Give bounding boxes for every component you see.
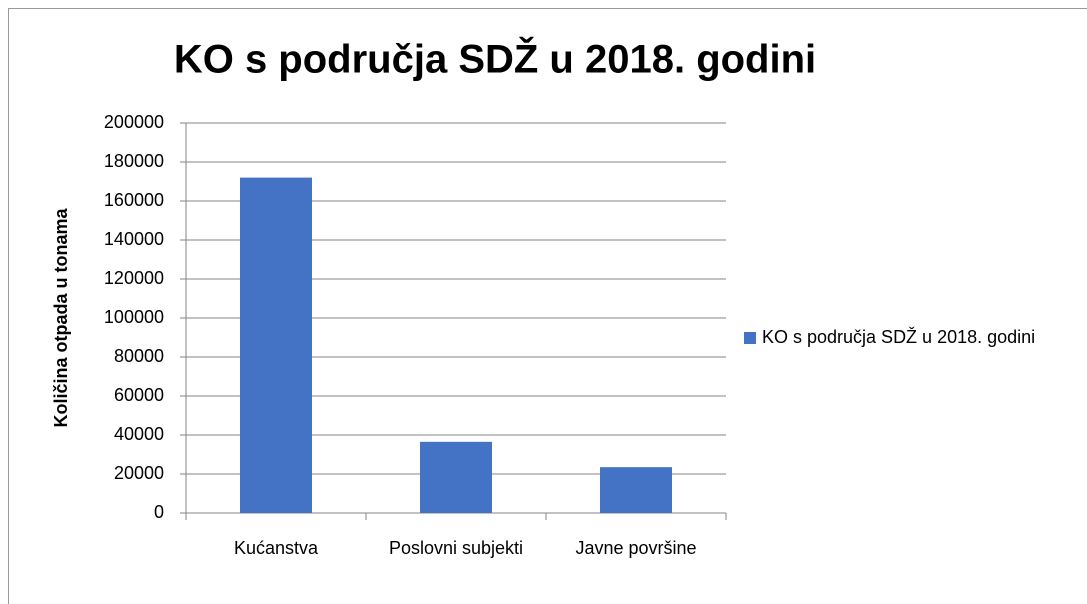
chart-border xyxy=(8,8,1087,604)
y-tick-label: 20000 xyxy=(114,463,164,483)
x-tick-label: Javne površine xyxy=(575,538,697,558)
x-tick-label: Kućanstva xyxy=(233,538,319,558)
bar xyxy=(240,177,312,513)
legend-label: KO s područja SDŽ u 2018. godini xyxy=(762,327,1036,347)
chart-title: KO s područja SDŽ u 2018. godini xyxy=(174,36,816,82)
y-tick-label: 180000 xyxy=(104,151,164,171)
bar xyxy=(420,441,492,513)
y-axis-label: Količina otpada u tonama xyxy=(51,208,71,428)
y-tick-label: 40000 xyxy=(114,424,164,444)
y-tick-label: 80000 xyxy=(114,346,164,366)
x-tick-label: Poslovni subjekti xyxy=(388,538,524,558)
y-tick-label: 140000 xyxy=(104,229,164,249)
y-tick-label: 120000 xyxy=(104,268,164,288)
y-tick-label: 0 xyxy=(154,502,164,522)
bar xyxy=(600,467,672,513)
y-tick-label: 160000 xyxy=(104,190,164,210)
y-tick-label: 200000 xyxy=(104,112,164,132)
legend-swatch xyxy=(744,332,756,344)
y-tick-label: 100000 xyxy=(104,307,164,327)
y-tick-label: 60000 xyxy=(114,385,164,405)
